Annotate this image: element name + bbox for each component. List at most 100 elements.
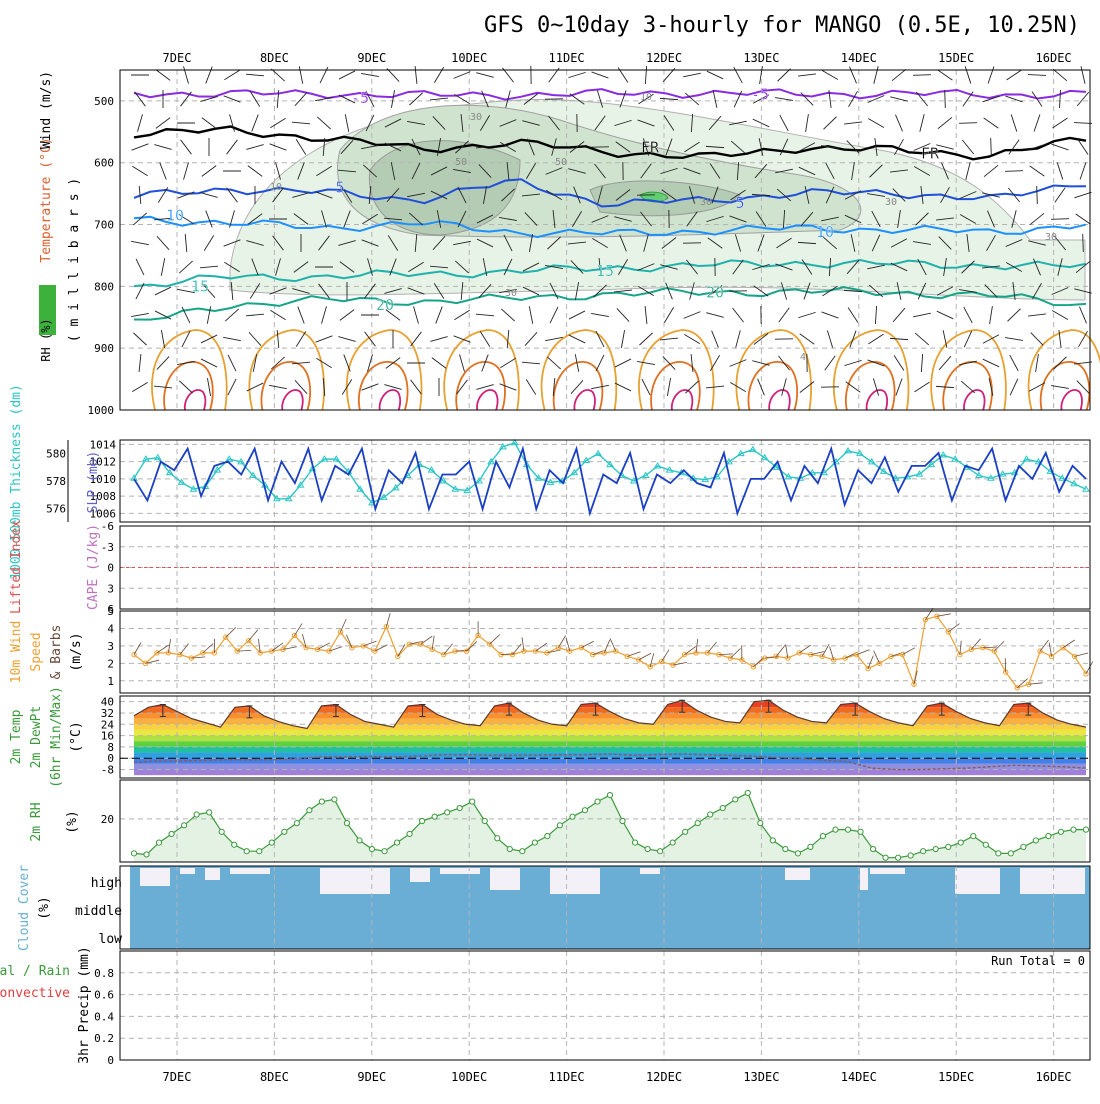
isotherm-label: 10 [816,223,834,241]
temp-tick: -8 [101,764,114,777]
temp-tick: 32 [101,707,114,720]
day-label-top: 9DEC [357,51,386,65]
temp-tick: 40 [101,696,114,709]
cloud-level-label: high [91,876,122,891]
stability-tick: -3 [101,541,114,554]
wind-barb [1005,171,1023,172]
rh2m-marker [870,846,875,851]
rh2m-marker [670,840,675,845]
day-label-top: 13DEC [743,51,779,65]
rh2m-marker [319,799,324,804]
rh2m-marker [708,812,713,817]
rh-contour-label: 10 [270,182,282,193]
day-label-bottom: 14DEC [841,1070,877,1084]
day-label-top: 12DEC [646,51,682,65]
day-label-bottom: 12DEC [646,1070,682,1084]
rh2m-marker [833,827,838,832]
wind-barb [991,138,992,156]
cloud-gap [140,868,170,886]
rh2m-marker [595,799,600,804]
rh2m-marker [482,818,487,823]
run-total-label: Run Total = 0 [991,954,1085,968]
wind-axis-label: Wind (m/s) [39,71,54,149]
rh2m-marker [232,842,237,847]
temp-units-label: (°C) [69,721,84,752]
pressure-tick: 900 [94,342,114,355]
wind-barb [1051,219,1069,220]
precip-tick: 0.4 [94,1010,114,1023]
rh2m-marker [344,821,349,826]
rh2m-marker [244,849,249,854]
rh2m-tick: 20 [101,813,114,826]
isotherm-label: FR [641,138,660,156]
thickness-tick: 578 [46,475,66,488]
rh2m-marker [382,849,387,854]
rh2m-marker [795,851,800,856]
thickness-tick: 580 [46,448,66,461]
rh2m-marker [933,846,938,851]
rh2m-marker [845,827,850,832]
rh2m-marker [683,829,688,834]
rh2m-marker [557,823,562,828]
rh2m-marker [207,810,212,815]
rh2m-marker [770,838,775,843]
rh2m-marker [1021,844,1026,849]
rh2m-marker [545,834,550,839]
temp-color-band [134,741,1086,747]
rh2m-marker [407,831,412,836]
rh2m-marker [582,808,587,813]
rh-contour-label: 30 [700,197,712,208]
temp-color-band [134,724,1086,730]
temp-tick: 8 [107,741,114,754]
rh2m-marker [808,844,813,849]
day-label-bottom: 7DEC [163,1070,192,1084]
rh2m-marker [883,855,888,860]
rh-contour-label: 30 [1045,232,1057,243]
stability-tick: 3 [107,582,114,595]
rh2m-units-label: (%) [65,810,80,833]
rh2m-marker [294,821,299,826]
cloud-gap [785,868,810,880]
cloud-gap [870,868,905,874]
day-label-bottom: 10DEC [451,1070,487,1084]
rh2m-marker [169,831,174,836]
rh2m-marker [620,818,625,823]
rh2m-marker [783,846,788,851]
rh2m-marker [983,842,988,847]
day-label-bottom: 16DEC [1036,1070,1072,1084]
rh2m-marker [632,840,637,845]
temp-color-band [134,730,1086,736]
isotherm-label: -5 [751,86,769,104]
temp-tick: 0 [107,752,114,765]
rh2m-marker [958,840,963,845]
rh2m-marker [971,834,976,839]
rh2m-marker [1033,838,1038,843]
isotherm-label: 10 [166,206,184,224]
cloud-units-label: (%) [37,896,52,919]
isotherm-label: 5 [335,178,344,196]
cloud-gap [205,868,220,880]
precip-tick: 0.6 [94,989,114,1002]
pressure-tick: 600 [94,157,114,170]
day-label-top: 10DEC [451,51,487,65]
rh2m-marker [733,797,738,802]
lifted-index-axis-label: Lifted Index [9,520,24,614]
rh2m-marker [219,829,224,834]
day-label-top: 7DEC [163,51,192,65]
rh-contour-label: 30 [505,288,517,299]
wind-tick: 3 [107,640,114,653]
rh2m-marker [745,790,750,795]
temp-minmax-label: (6hr Min/Max) [49,686,64,788]
rh2m-marker [607,793,612,798]
cloud-gap [410,868,430,882]
pressure-tick: 1000 [88,404,115,417]
chart-title: GFS 0~10day 3-hourly for MANGO (0.5E, 10… [484,13,1080,38]
rh-contour-label: 4 [800,352,806,363]
rh2m-marker [182,823,187,828]
precip-tick: 0 [107,1054,114,1067]
pressure-tick: 500 [94,95,114,108]
cloud-gap [490,868,520,890]
wind-tick: 4 [107,622,114,635]
rh2m-marker [658,849,663,854]
